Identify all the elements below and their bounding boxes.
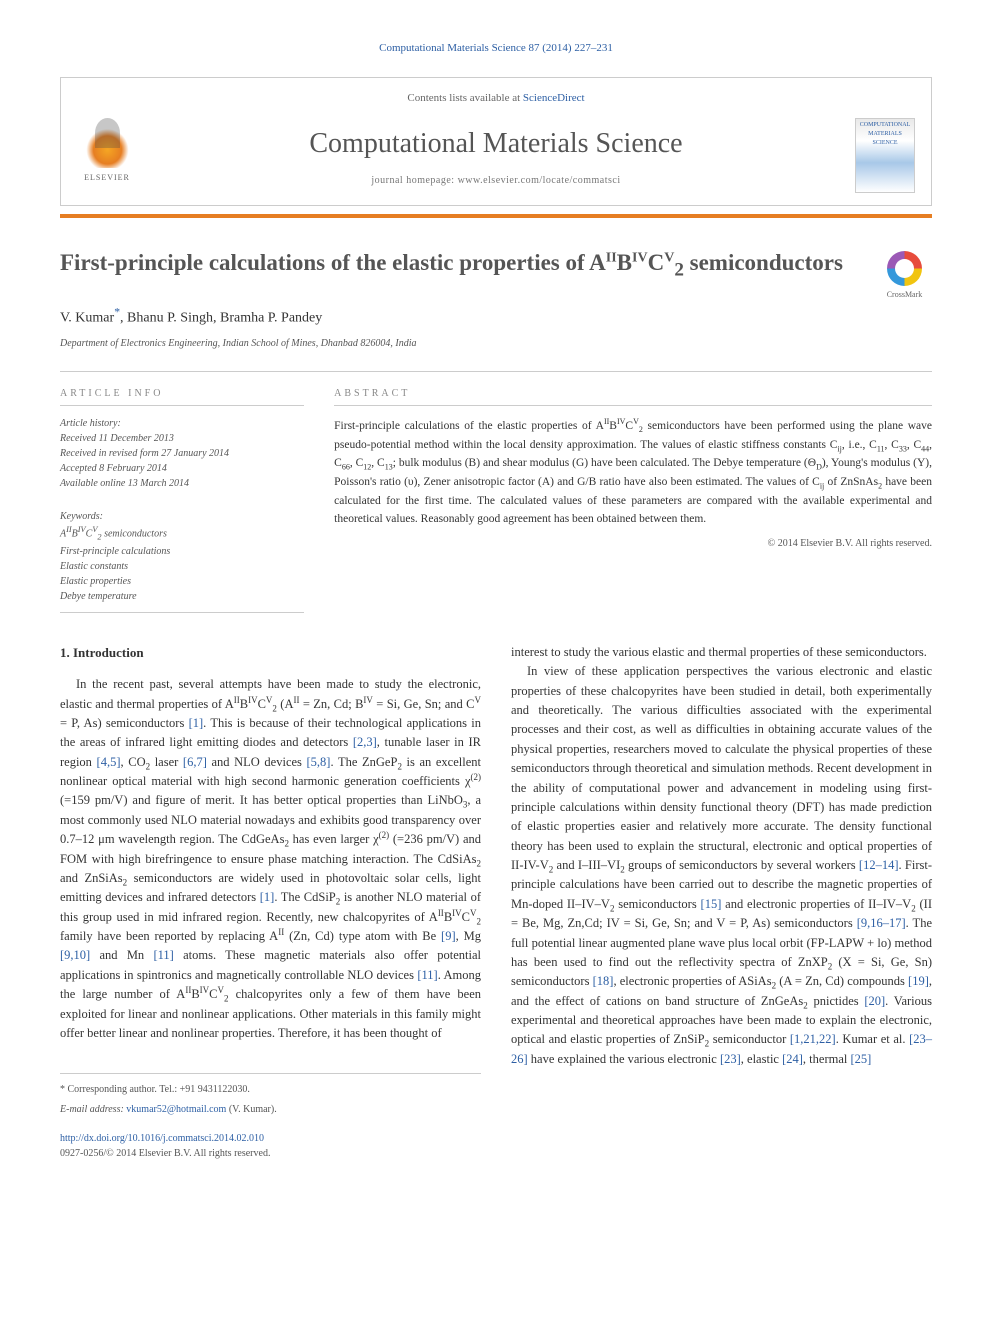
elsevier-tree-icon xyxy=(85,123,130,168)
ref-link[interactable]: [9,10] xyxy=(60,948,90,962)
abstract-header: abstract xyxy=(334,386,932,406)
ref-link[interactable]: [2,3] xyxy=(353,735,377,749)
orange-divider xyxy=(60,214,932,218)
ref-link[interactable]: [11] xyxy=(417,968,437,982)
crossmark-badge[interactable]: CrossMark xyxy=(877,248,932,303)
ref-link[interactable]: [1,21,22] xyxy=(790,1032,836,1046)
pagination-header: Computational Materials Science 87 (2014… xyxy=(60,40,932,57)
ref-link[interactable]: [9,16–17] xyxy=(857,916,906,930)
article-info-header: article info xyxy=(60,386,304,406)
crossmark-icon xyxy=(887,251,922,286)
pagination-link[interactable]: Computational Materials Science 87 (2014… xyxy=(379,42,613,54)
ref-link[interactable]: [5,8] xyxy=(307,755,331,769)
body-column-right: interest to study the various elastic an… xyxy=(511,643,932,1117)
journal-title: Computational Materials Science xyxy=(137,123,855,165)
intro-paragraph-1-cont: interest to study the various elastic an… xyxy=(511,643,932,662)
intro-paragraph-1: In the recent past, several attempts hav… xyxy=(60,675,481,1043)
keywords-block: Keywords: AIIBIVCV2 semiconductors First… xyxy=(60,509,304,613)
ref-link[interactable]: [12–14] xyxy=(859,858,899,872)
contents-prefix: Contents lists available at xyxy=(407,92,522,104)
sciencedirect-link[interactable]: ScienceDirect xyxy=(523,92,585,104)
authors-list: V. Kumar*, Bhanu P. Singh, Bramha P. Pan… xyxy=(60,304,932,329)
homepage-prefix: journal homepage: xyxy=(371,175,457,186)
ref-link[interactable]: [19] xyxy=(908,974,929,988)
ref-link[interactable]: [4,5] xyxy=(97,755,121,769)
email-link[interactable]: vkumar52@hotmail.com xyxy=(126,1104,226,1115)
doi-link[interactable]: http://dx.doi.org/10.1016/j.commatsci.20… xyxy=(60,1133,264,1144)
ref-link[interactable]: [18] xyxy=(593,974,614,988)
ref-link[interactable]: [11] xyxy=(153,948,173,962)
ref-link[interactable]: [1] xyxy=(260,890,275,904)
affiliation: Department of Electronics Engineering, I… xyxy=(60,336,932,351)
abstract-text: First-principle calculations of the elas… xyxy=(334,416,932,528)
elsevier-logo: ELSEVIER xyxy=(77,123,137,188)
body-column-left: 1. Introduction In the recent past, seve… xyxy=(60,643,481,1117)
ref-link[interactable]: [23] xyxy=(720,1052,741,1066)
contents-line: Contents lists available at ScienceDirec… xyxy=(77,90,915,107)
intro-paragraph-2: In view of these application perspective… xyxy=(511,662,932,1069)
homepage-url[interactable]: www.elsevier.com/locate/commatsci xyxy=(458,175,621,186)
crossmark-label: CrossMark xyxy=(887,289,923,301)
ref-link[interactable]: [15] xyxy=(701,897,722,911)
ref-link[interactable]: [25] xyxy=(850,1052,871,1066)
elsevier-label: ELSEVIER xyxy=(84,172,130,184)
journal-homepage: journal homepage: www.elsevier.com/locat… xyxy=(137,173,855,188)
footer-block: * Corresponding author. Tel.: +91 943112… xyxy=(60,1073,481,1117)
article-history: Article history: Received 11 December 20… xyxy=(60,416,304,491)
article-title: First-principle calculations of the elas… xyxy=(60,248,843,284)
journal-header-box: Contents lists available at ScienceDirec… xyxy=(60,77,932,207)
ref-link[interactable]: [20] xyxy=(864,994,885,1008)
ref-link[interactable]: [6,7] xyxy=(183,755,207,769)
journal-cover-thumbnail: COMPUTATIONAL MATERIALS SCIENCE xyxy=(855,118,915,193)
ref-link[interactable]: [1] xyxy=(189,716,204,730)
issn-line: 0927-0256/© 2014 Elsevier B.V. All right… xyxy=(60,1146,932,1161)
abstract-copyright: © 2014 Elsevier B.V. All rights reserved… xyxy=(334,536,932,551)
doi-line: http://dx.doi.org/10.1016/j.commatsci.20… xyxy=(60,1131,932,1146)
ref-link[interactable]: [24] xyxy=(782,1052,803,1066)
ref-link[interactable]: [9] xyxy=(441,929,456,943)
introduction-heading: 1. Introduction xyxy=(60,643,481,663)
